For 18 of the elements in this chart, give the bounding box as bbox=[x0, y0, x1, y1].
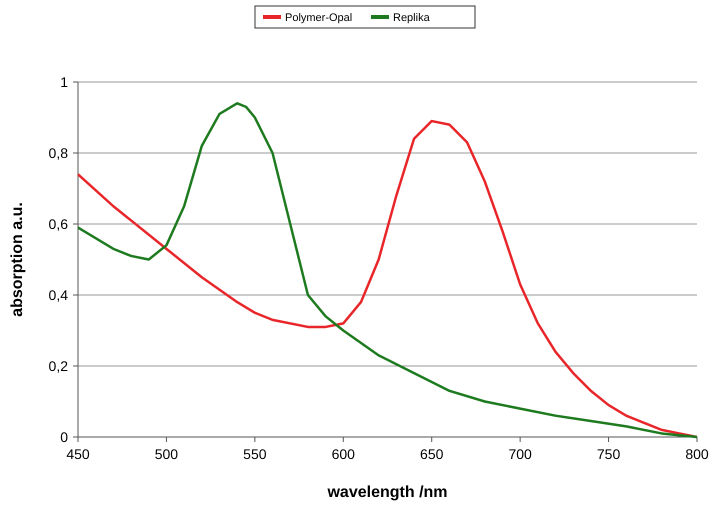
x-tick-label: 700 bbox=[508, 446, 532, 462]
y-tick-label: 0,8 bbox=[48, 144, 68, 161]
x-tick-label: 500 bbox=[154, 446, 178, 462]
x-tick-label: 550 bbox=[243, 446, 267, 462]
legend-label: Polymer-Opal bbox=[285, 12, 352, 24]
y-tick-label: 1 bbox=[60, 74, 68, 90]
y-tick-label: 0,2 bbox=[48, 358, 68, 374]
x-tick-label: 750 bbox=[596, 446, 620, 462]
x-tick-label: 800 bbox=[685, 446, 709, 462]
x-tick-label: 650 bbox=[420, 446, 444, 462]
x-axis-title: wavelength /nm bbox=[326, 484, 448, 501]
y-tick-label: 0 bbox=[60, 428, 68, 445]
legend-label: Replika bbox=[393, 12, 431, 24]
x-tick-label: 600 bbox=[332, 446, 356, 462]
y-tick-label: 0,6 bbox=[48, 216, 68, 232]
y-axis-title: absorption a.u. bbox=[9, 202, 26, 317]
y-tick-label: 0,4 bbox=[48, 286, 68, 303]
x-tick-label: 450 bbox=[66, 446, 90, 462]
